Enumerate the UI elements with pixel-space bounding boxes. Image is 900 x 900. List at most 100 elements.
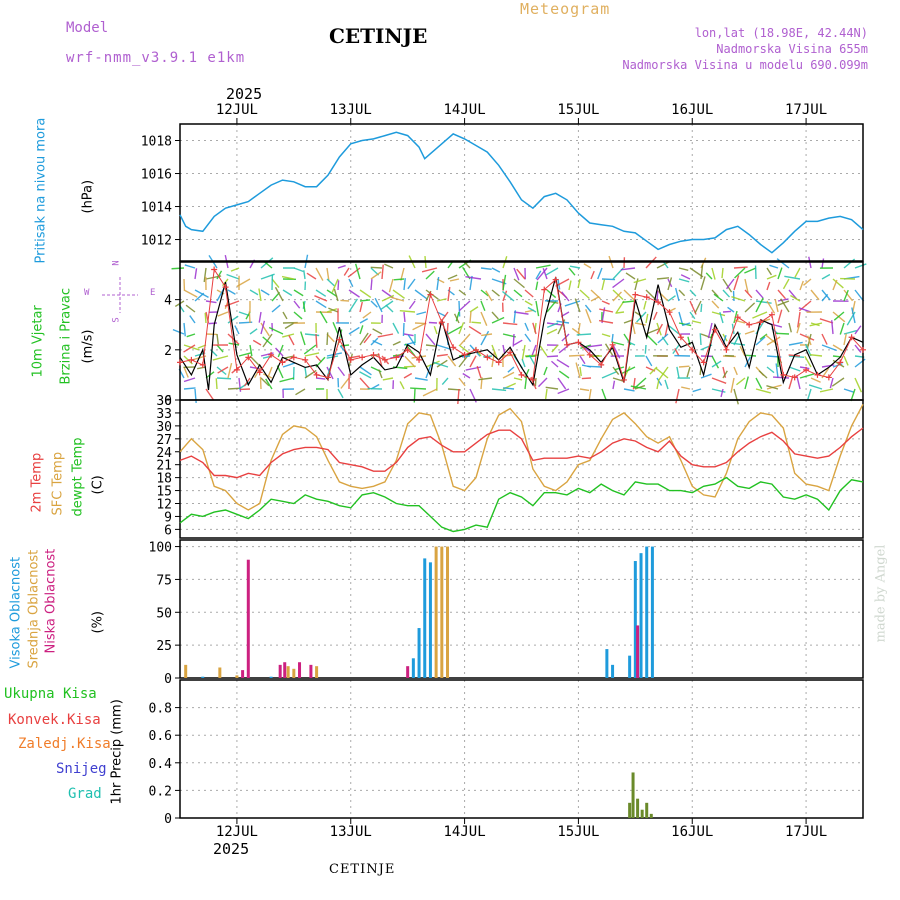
wind-arrow	[227, 333, 240, 345]
wind-arrow	[821, 344, 837, 352]
wind-arrow	[204, 312, 207, 324]
wind-arrow	[612, 377, 625, 383]
panel-frame	[179, 123, 864, 262]
y-tick-label: 1012	[141, 234, 172, 249]
wind-arrow	[403, 372, 413, 379]
wind-arrow	[726, 278, 735, 290]
wind-arrow	[539, 345, 548, 357]
wind-arrow	[275, 347, 284, 357]
wind-arrow	[821, 364, 835, 368]
wind-arrow	[268, 326, 284, 335]
wind-arrow	[457, 388, 460, 405]
wind-arrow	[803, 278, 812, 286]
wind-arrow	[536, 267, 548, 281]
wind-arrow	[843, 329, 858, 335]
wind-arrow	[226, 273, 240, 280]
wind-arrow	[260, 322, 270, 337]
precip-conv-legend: Konvek.Kisa	[8, 712, 101, 728]
wind-arrow	[775, 332, 790, 335]
wind-arrow	[535, 300, 540, 317]
wind-arrow	[531, 344, 537, 356]
wind-gust-marker	[256, 369, 263, 376]
wind-arrow	[436, 311, 447, 317]
wind-arrow	[804, 343, 812, 357]
wind-arrow	[551, 360, 559, 368]
wind-arrow	[428, 321, 438, 324]
wind-arrow	[436, 344, 450, 350]
wind-arrow	[348, 289, 360, 298]
wind-arrow	[851, 307, 856, 324]
wind-arrow	[513, 311, 529, 315]
wind-gust-marker	[860, 346, 866, 353]
wind-arrow	[656, 379, 660, 390]
y-tick-label: 21	[156, 459, 172, 474]
wind-arrow	[736, 377, 746, 386]
wind-arrow	[832, 278, 844, 289]
wind-arrow	[636, 311, 647, 323]
wind-arrow	[700, 276, 706, 291]
wind-arrow	[524, 375, 528, 390]
wind-gust-marker	[302, 356, 309, 363]
wind-arrow	[403, 311, 406, 322]
wind-arrow	[668, 325, 680, 335]
wind-arrow	[306, 272, 317, 280]
wind-arrow	[630, 385, 647, 390]
wind-gust-marker	[723, 346, 730, 353]
wind-arrow	[678, 289, 686, 297]
wind-arrow	[502, 290, 508, 302]
cloud-high-bar	[633, 561, 637, 678]
panel-frame	[179, 679, 864, 819]
cloud-high-bar	[201, 676, 205, 678]
wind-arrow	[810, 377, 821, 383]
wind-arrow	[370, 300, 378, 308]
wind-arrow	[680, 274, 691, 280]
wind-arrow	[465, 366, 482, 371]
wind-gust-marker	[677, 334, 684, 341]
cloud-high-bar	[628, 655, 632, 678]
wind-gust-marker	[233, 366, 240, 373]
wind-arrow	[700, 373, 712, 379]
wind-arrow	[491, 388, 507, 392]
y-tick-label: 6	[164, 523, 172, 538]
wind-arrow	[819, 388, 834, 393]
wind-arrow	[678, 267, 689, 271]
wind-arrow	[304, 366, 308, 378]
wind-arrow	[252, 339, 262, 346]
wind-gust-marker	[768, 311, 775, 318]
wind-arrow	[370, 279, 373, 291]
lonlat-label: lon,lat (18.98E, 42.44N)	[694, 26, 868, 40]
wind-arrow	[524, 322, 529, 332]
wind-arrow	[392, 289, 405, 299]
wind-speed-line	[179, 276, 864, 391]
wind-arrow	[707, 322, 713, 339]
cloud-low-bar	[406, 666, 410, 678]
wind-arrow	[469, 355, 477, 368]
wind-arrow	[513, 377, 523, 381]
wind-arrow	[384, 263, 394, 269]
wind-arrow	[807, 335, 812, 346]
wind-arrow	[183, 366, 189, 378]
wind-arrow	[678, 278, 690, 283]
wind-arrow	[194, 268, 198, 280]
wind-arrow	[832, 344, 843, 352]
wind-arrow	[676, 366, 680, 379]
wind-arrow	[337, 264, 346, 269]
wind-arrow	[183, 387, 196, 390]
wind-arrow	[248, 311, 251, 324]
wind-arrow	[568, 354, 585, 357]
wind-arrow	[583, 263, 592, 269]
wind-arrow	[833, 311, 845, 321]
wind-arrow	[854, 377, 863, 393]
wind-arrow	[777, 267, 783, 280]
y-tick-label: 4	[164, 294, 172, 309]
wind-arrow	[471, 321, 482, 324]
wind-arrow	[599, 308, 614, 313]
wind-arrow	[711, 388, 726, 393]
wind-arrow	[227, 315, 239, 324]
wind-arrow	[612, 278, 625, 289]
wind-arrow	[197, 366, 207, 370]
wind-arrow	[393, 278, 405, 281]
wind-arrow	[656, 277, 670, 280]
wind-gust-marker	[757, 319, 764, 326]
cloud-low-bar	[309, 664, 313, 678]
